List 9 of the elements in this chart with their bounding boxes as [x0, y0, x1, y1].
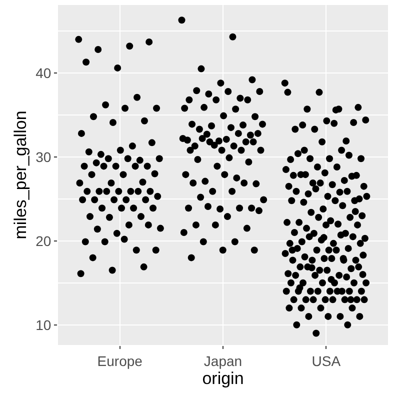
y-tick-label: 10	[36, 316, 52, 333]
y-tick-label: 20	[36, 232, 52, 249]
x-tick-label: Japan	[204, 352, 242, 369]
x-axis-title: origin	[202, 369, 244, 388]
x-tick-label: USA	[312, 352, 342, 369]
y-tick-label: 40	[36, 64, 52, 81]
x-tick-label: Europe	[97, 352, 143, 369]
y-axis-title: miles_per_gallon	[11, 110, 30, 240]
y-tick-label: 30	[36, 148, 52, 165]
